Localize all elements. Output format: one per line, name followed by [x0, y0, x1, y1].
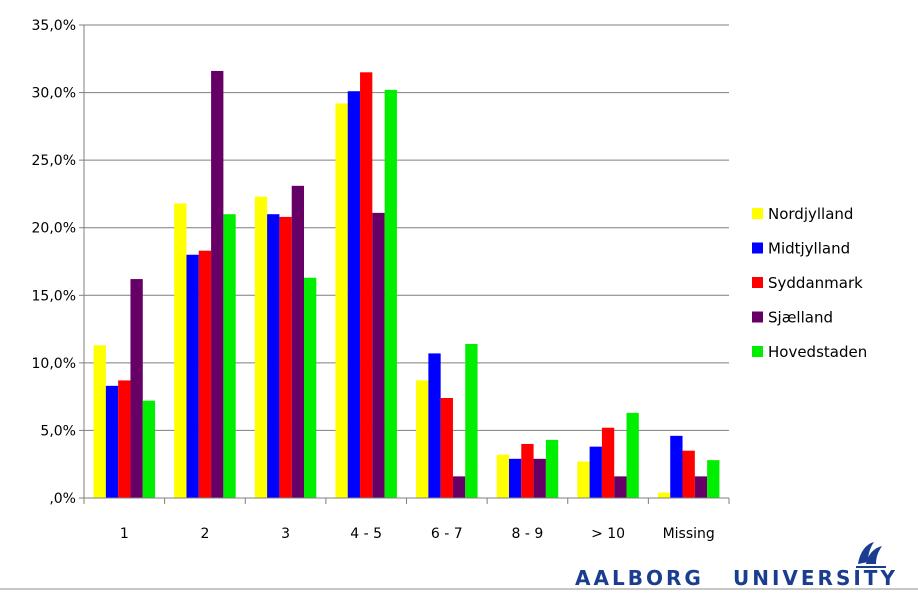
legend-label: Syddanmark: [768, 274, 863, 292]
y-tick-label: 30,0%: [32, 86, 76, 102]
bar: [93, 345, 106, 498]
bar: [416, 380, 429, 498]
bar: [577, 461, 590, 498]
logo-emblem-icon: [856, 542, 886, 568]
bar: [657, 492, 671, 498]
bar: [452, 476, 466, 498]
bar: [440, 397, 453, 498]
bar: [545, 439, 559, 498]
x-tick-label: 8 - 9: [512, 526, 544, 542]
logo-text-aalborg: AALBORG: [575, 566, 704, 590]
y-tick-label: 35,0%: [32, 18, 76, 34]
bar: [291, 185, 305, 498]
axes: [79, 24, 730, 504]
bar: [130, 279, 143, 498]
bar: [614, 476, 627, 498]
bar: [601, 427, 615, 498]
bars: [93, 70, 720, 499]
bar: [521, 443, 534, 498]
legend: Nordjylland Midtjylland Syddanmark Sjælland…: [752, 205, 867, 361]
bar: [118, 380, 131, 498]
footer-divider: [0, 588, 918, 590]
y-tick-label: 25,0%: [32, 153, 76, 169]
legend-swatch: [752, 208, 763, 219]
bar: [682, 450, 695, 498]
logo-text-university: UNIVERSITY: [733, 566, 898, 590]
bar: [372, 212, 385, 498]
bar: [174, 203, 187, 499]
bar: [496, 454, 509, 498]
x-tick-label: 6 - 7: [431, 526, 463, 542]
legend-label: Sjælland: [768, 309, 833, 327]
legend-swatch: [752, 346, 763, 357]
y-tick-label: 10,0%: [32, 356, 76, 372]
bar: [694, 476, 708, 498]
bar: [198, 250, 212, 498]
bar: [304, 277, 317, 498]
x-tick-label: 4 - 5: [350, 526, 382, 542]
y-tick-labels: ,0% 5,0% 10,0% 15,0% 20,0% 25,0% 30,0% 35,0%: [32, 18, 76, 507]
bar: [707, 460, 720, 498]
bar: [211, 70, 224, 498]
legend-swatch: [752, 277, 763, 288]
x-tick-labels: 1 2 3 4 - 5 6 - 7 8 - 9 > 10 Missing: [120, 526, 715, 542]
legend-label: Nordjylland: [768, 205, 853, 223]
bar: [142, 400, 156, 498]
y-tick-label: ,0%: [49, 491, 76, 507]
bar: [384, 89, 397, 499]
bar: [335, 103, 348, 498]
bar: [465, 343, 478, 498]
bar: [428, 353, 441, 498]
x-tick-label: 1: [120, 526, 129, 542]
legend-swatch: [752, 242, 763, 254]
bar: [267, 214, 280, 498]
y-tick-label: 5,0%: [40, 423, 76, 439]
bar: [533, 458, 546, 498]
legend-label: Midtjylland: [768, 240, 850, 258]
bar: [347, 91, 361, 498]
bar: [254, 196, 268, 499]
y-tick-label: 20,0%: [32, 221, 76, 237]
bar: [626, 412, 639, 498]
x-tick-label: Missing: [663, 526, 715, 542]
bar: [360, 72, 373, 499]
x-tick-label: 3: [281, 526, 290, 542]
bar: [670, 435, 683, 498]
bar: [223, 214, 236, 498]
bar: [508, 458, 522, 498]
bar: [589, 446, 602, 498]
y-tick-label: 15,0%: [32, 288, 76, 304]
x-tick-label: 2: [200, 526, 209, 542]
bar: [105, 385, 119, 498]
bar: [279, 216, 292, 498]
bar: [186, 254, 199, 498]
legend-label: Hovedstaden: [768, 343, 867, 361]
x-tick-label: > 10: [591, 526, 625, 542]
legend-swatch: [752, 311, 763, 323]
